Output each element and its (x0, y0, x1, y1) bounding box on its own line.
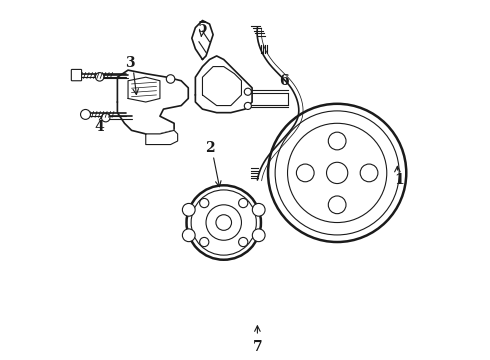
Text: 1: 1 (394, 173, 404, 187)
Circle shape (96, 73, 104, 81)
Circle shape (268, 104, 406, 242)
Text: 3: 3 (125, 56, 135, 70)
Circle shape (182, 229, 195, 242)
Text: 4: 4 (95, 120, 104, 134)
Text: 5: 5 (197, 21, 207, 35)
Circle shape (199, 198, 209, 208)
Circle shape (328, 132, 346, 150)
Circle shape (239, 238, 248, 247)
Circle shape (80, 109, 91, 120)
Circle shape (252, 203, 265, 216)
Polygon shape (192, 21, 213, 59)
Circle shape (328, 196, 346, 214)
Polygon shape (118, 70, 188, 134)
Circle shape (296, 164, 314, 182)
Polygon shape (128, 77, 160, 102)
Circle shape (216, 215, 232, 230)
Polygon shape (202, 67, 242, 105)
Text: 6: 6 (279, 74, 289, 88)
Circle shape (239, 198, 248, 208)
Circle shape (245, 88, 251, 95)
Circle shape (187, 185, 261, 260)
Circle shape (360, 164, 378, 182)
Circle shape (252, 229, 265, 242)
FancyBboxPatch shape (72, 69, 82, 81)
Circle shape (245, 102, 251, 109)
Circle shape (326, 162, 348, 184)
Text: 7: 7 (252, 339, 262, 354)
Polygon shape (196, 56, 252, 113)
Circle shape (166, 75, 175, 83)
Polygon shape (146, 130, 178, 145)
Text: 2: 2 (205, 141, 214, 155)
Circle shape (199, 238, 209, 247)
Circle shape (182, 203, 195, 216)
Circle shape (101, 113, 110, 122)
